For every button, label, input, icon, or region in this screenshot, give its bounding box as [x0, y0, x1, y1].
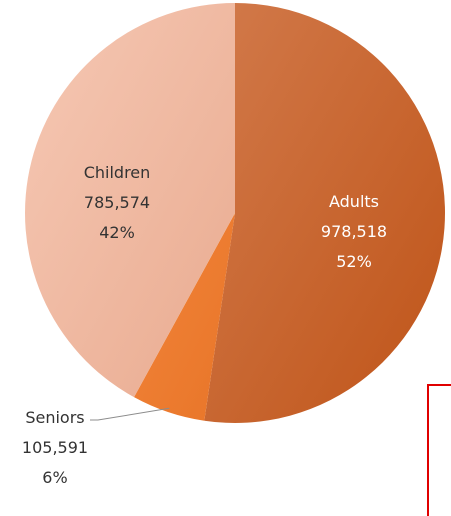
slice-percent-adults: 52% [336, 252, 372, 271]
slice-percent-children: 42% [99, 223, 135, 242]
leader-line-seniors [90, 407, 170, 421]
pie-slice-adults [204, 3, 445, 423]
slice-value-adults: 978,518 [321, 222, 387, 241]
slice-label-seniors: Seniors [25, 408, 84, 427]
pie-chart: Adults 978,518 52% Seniors 105,591 6% Children… [22, 3, 445, 487]
slice-value-seniors: 105,591 [22, 438, 88, 457]
pie-slice-children [25, 3, 235, 398]
slice-label-adults: Adults [329, 192, 379, 211]
slice-label-children: Children [84, 163, 151, 182]
red-callout-frame [427, 384, 451, 516]
pie-slice-seniors [134, 213, 235, 421]
slice-value-children: 785,574 [84, 193, 150, 212]
slice-percent-seniors: 6% [42, 468, 67, 487]
